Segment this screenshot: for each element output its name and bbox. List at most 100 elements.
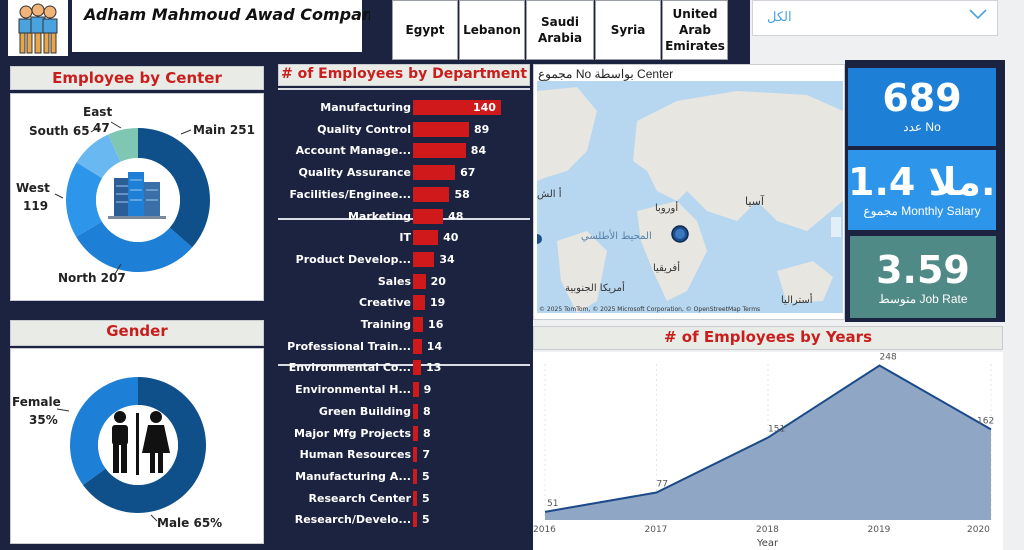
team-icon bbox=[12, 2, 64, 54]
department-bar[interactable] bbox=[413, 165, 456, 181]
country-option-label: Syria bbox=[610, 23, 646, 37]
kpi-salary-label: مجموع Monthly Salary bbox=[863, 204, 981, 218]
department-bar-label: Facilities/Enginee... bbox=[289, 187, 411, 201]
kpi-card-job-rate: 3.59 متوسط Job Rate bbox=[850, 236, 996, 318]
department-bar-label: Environmental H... bbox=[295, 383, 411, 397]
map-title: مجموع No بواسطة Center bbox=[538, 67, 674, 81]
department-title-bar: # of Employees by Department bbox=[278, 64, 530, 86]
company-title: Adham Mahmoud Awad Company bbox=[84, 5, 384, 24]
department-panel bbox=[275, 60, 533, 550]
department-bar[interactable] bbox=[413, 317, 424, 332]
years-data-label: 51 bbox=[547, 499, 558, 509]
gender-chart-title: Gender bbox=[106, 322, 168, 340]
department-bar[interactable] bbox=[413, 143, 466, 159]
department-bar-value: 58 bbox=[454, 187, 470, 201]
gender-donut-slice-1[interactable] bbox=[70, 377, 138, 485]
years-title-bar: # of Employees by Years bbox=[533, 326, 1003, 350]
department-bar[interactable] bbox=[413, 360, 422, 376]
center-label-south: South 65 bbox=[29, 124, 90, 138]
department-bar-value: 20 bbox=[430, 274, 446, 288]
gender-label-male: Male 65% bbox=[157, 516, 222, 530]
map-label-europe: أوروبا bbox=[655, 201, 678, 214]
department-bar[interactable] bbox=[413, 425, 419, 441]
department-bar-value: 5 bbox=[422, 469, 430, 483]
years-tick-label: 2020 bbox=[967, 525, 990, 535]
department-bar[interactable] bbox=[413, 512, 417, 528]
department-bar-value: 7 bbox=[422, 448, 431, 462]
center-label-east-value: 47 bbox=[93, 121, 110, 135]
years-line[interactable] bbox=[544, 364, 992, 513]
center-donut-slice-4[interactable] bbox=[108, 128, 138, 162]
country-option-syria[interactable]: Syria bbox=[595, 0, 661, 60]
country-option-uae[interactable]: United Arab Emirates bbox=[662, 0, 728, 60]
department-bar-value: 67 bbox=[460, 166, 476, 180]
center-label-east: East bbox=[83, 105, 112, 119]
years-chart-title: # of Employees by Years bbox=[663, 328, 873, 346]
department-bar[interactable] bbox=[413, 208, 444, 224]
department-bar-value: 48 bbox=[448, 209, 464, 223]
years-area-chart: 51 2016 77 2017 151 2018 248 2019 162 2020 Year bbox=[533, 352, 994, 549]
department-bar[interactable] bbox=[413, 403, 419, 419]
department-bar-value: 9 bbox=[423, 383, 432, 397]
map-label-north-america-edge: أ الش bbox=[537, 187, 562, 200]
department-bar[interactable] bbox=[413, 338, 422, 354]
country-option-label: Lebanon bbox=[463, 23, 521, 37]
center-donut-slice-2[interactable] bbox=[65, 162, 103, 237]
department-bar-label: Human Resources bbox=[299, 448, 411, 462]
restroom-icon bbox=[112, 411, 170, 475]
department-chart-title: # of Employees by Department bbox=[280, 66, 528, 82]
department-bar[interactable] bbox=[413, 447, 418, 463]
map-zoom-control[interactable] bbox=[831, 217, 841, 237]
kpi-job-rate-label: متوسط Job Rate bbox=[878, 292, 968, 306]
country-option-egypt[interactable]: Egypt bbox=[392, 0, 458, 60]
gender-donut-slice-0[interactable] bbox=[82, 377, 206, 513]
gender-label-female-value: 35% bbox=[29, 413, 58, 427]
company-logo bbox=[8, 0, 68, 56]
country-option-saudi-arabia[interactable]: Saudi Arabia bbox=[526, 0, 594, 60]
department-bar[interactable] bbox=[413, 295, 425, 311]
center-donut-slice-3[interactable] bbox=[76, 134, 121, 179]
years-tick-label: 2016 bbox=[533, 525, 556, 535]
years-tick-label: 2017 bbox=[645, 525, 668, 535]
department-bar-label: Product Develop... bbox=[295, 252, 411, 266]
department-bar-value: 140 bbox=[473, 101, 496, 114]
department-bar-label: Marketing bbox=[347, 209, 411, 223]
department-bar[interactable] bbox=[413, 382, 419, 398]
department-bar[interactable] bbox=[413, 273, 426, 289]
department-bar[interactable] bbox=[413, 251, 435, 267]
department-bar[interactable] bbox=[413, 490, 417, 506]
country-option-lebanon[interactable]: Lebanon bbox=[459, 0, 525, 60]
department-bar-label: Professional Train... bbox=[287, 339, 411, 353]
world-map[interactable]: آسيا أوروبا أفريقيا المحيط الأطلسي أمريك… bbox=[537, 81, 843, 313]
years-data-label: 77 bbox=[657, 480, 668, 490]
department-bar-label: IT bbox=[399, 231, 411, 245]
kpi-card-count: 689 عدد No bbox=[848, 68, 996, 146]
country-slicer: Egypt Lebanon Saudi Arabia Syria United … bbox=[370, 0, 750, 66]
years-area bbox=[545, 365, 991, 520]
years-data-label: 151 bbox=[768, 425, 785, 435]
kpi-count-label: عدد No bbox=[903, 120, 941, 134]
department-bar-label: Research/Develo... bbox=[294, 513, 411, 527]
map-bubble-inner bbox=[675, 229, 685, 239]
chevron-down-icon bbox=[969, 9, 987, 20]
map-label-australia: أستراليا bbox=[781, 293, 813, 306]
department-bar[interactable] bbox=[413, 121, 469, 137]
gender-donut-panel: Female 35% Male 65% bbox=[10, 348, 264, 544]
center-donut-chart: Main 251 North 207 West 119 South 65 Eas… bbox=[16, 105, 255, 285]
department-bar[interactable] bbox=[413, 230, 439, 246]
map-bubble-west-edge[interactable] bbox=[537, 234, 542, 244]
years-tick-label: 2019 bbox=[868, 525, 891, 535]
center-donut-slice-1[interactable] bbox=[76, 221, 193, 272]
gender-label-female: Female bbox=[12, 395, 61, 409]
department-bar-value: 34 bbox=[439, 252, 455, 266]
department-bar-label: Major Mfg Projects bbox=[294, 426, 411, 440]
department-bar[interactable] bbox=[413, 100, 501, 115]
department-bar[interactable] bbox=[413, 468, 417, 484]
department-bar-value: 40 bbox=[443, 231, 459, 245]
center-donut-slice-0[interactable] bbox=[138, 128, 210, 248]
filter-dropdown[interactable]: الكل bbox=[752, 0, 998, 36]
department-chart-divider bbox=[278, 364, 530, 366]
department-bar[interactable] bbox=[413, 186, 450, 202]
country-option-label: Egypt bbox=[405, 23, 445, 37]
department-bar-label: Quality Assurance bbox=[298, 166, 411, 180]
